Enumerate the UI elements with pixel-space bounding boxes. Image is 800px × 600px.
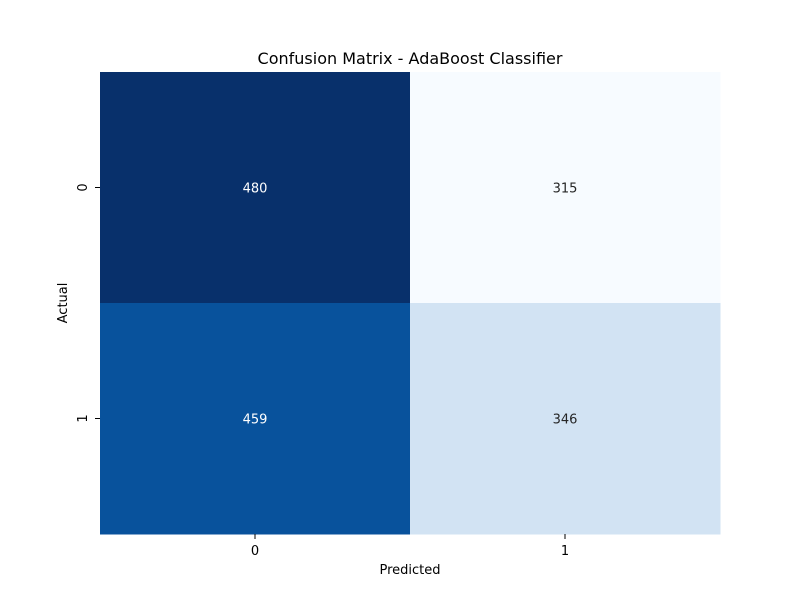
heatmap-cell-r0-c1 <box>410 72 721 304</box>
cell-value-r0-c1: 315 <box>553 182 578 197</box>
heatmap-cells <box>100 72 721 535</box>
heatmap-cell-r1-c0 <box>100 303 411 535</box>
cell-value-r1-c1: 346 <box>553 413 578 428</box>
x-tick-label-1: 1 <box>561 544 569 559</box>
heatmap-cell-r1-c1 <box>410 303 721 535</box>
cell-value-r0-c0: 480 <box>243 182 268 197</box>
chart-title: Confusion Matrix - AdaBoost Classifier <box>258 49 563 68</box>
x-tick-label-0: 0 <box>251 544 259 559</box>
y-axis-label: Actual <box>56 283 71 324</box>
heatmap-cell-labels: 480 315 459 346 <box>243 182 578 428</box>
y-tick-label-1: 1 <box>76 414 91 422</box>
heatmap-cell-r0-c0 <box>100 72 411 304</box>
y-axis-ticks: 01 <box>76 183 100 423</box>
y-tick-label-0: 0 <box>76 183 91 191</box>
x-axis-label: Predicted <box>379 563 440 578</box>
cell-value-r1-c0: 459 <box>243 413 268 428</box>
